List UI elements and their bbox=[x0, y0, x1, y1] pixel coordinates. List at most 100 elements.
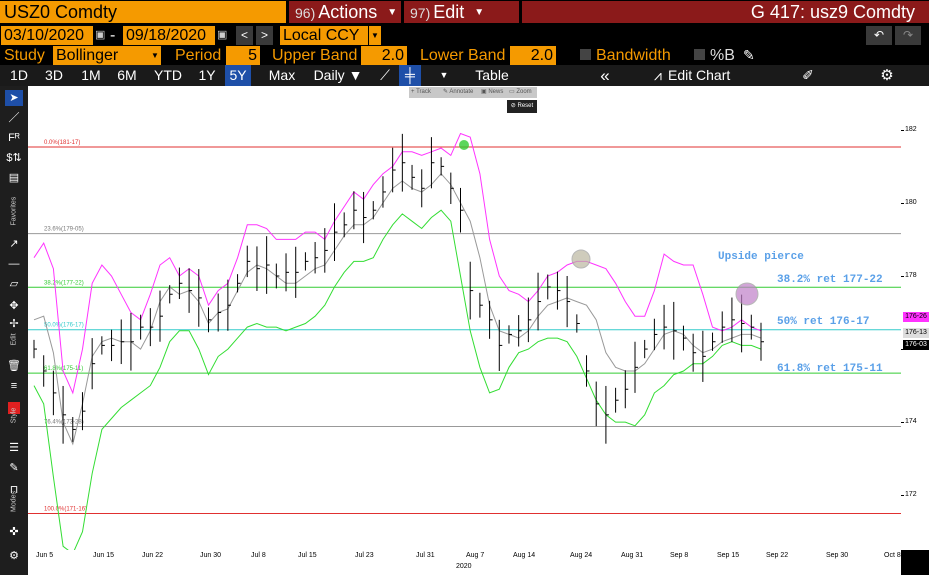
line-tool-icon[interactable]: ／ bbox=[8, 112, 20, 124]
zoom-tool[interactable]: ▭ Zoom bbox=[509, 89, 532, 95]
study-label: Study bbox=[4, 47, 45, 64]
x-tick-label: Sep 22 bbox=[766, 552, 789, 559]
collapse-icon[interactable]: « bbox=[600, 66, 610, 85]
lower-band-label: Lower Band bbox=[420, 47, 506, 64]
settings-gear-icon[interactable]: ⚙ bbox=[880, 67, 894, 84]
calendar-icon[interactable]: ▣ bbox=[217, 29, 228, 41]
news-tool[interactable]: ▣ News bbox=[481, 89, 504, 95]
line-chart-icon[interactable]: ⟋ bbox=[380, 67, 390, 83]
range-button-1y[interactable]: 1Y bbox=[198, 67, 216, 83]
track-tool[interactable]: + Track bbox=[411, 89, 431, 95]
bandwidth-checkbox[interactable] bbox=[580, 49, 591, 60]
series-line-lower-band bbox=[33, 209, 762, 550]
style-label: Style bbox=[10, 407, 18, 424]
magnet-icon[interactable]: ⊓ bbox=[9, 484, 19, 496]
range-button-ytd[interactable]: YTD bbox=[154, 67, 182, 83]
bar-chart-icon[interactable]: ╪ bbox=[399, 65, 421, 86]
actions-menu[interactable]: 96) Actions ▼ bbox=[289, 1, 401, 23]
range-button-1d[interactable]: 1D bbox=[10, 67, 28, 83]
cross-icon[interactable]: ✢ bbox=[9, 318, 19, 330]
x-tick-label: Jun 5 bbox=[36, 552, 54, 559]
edit-chart-button[interactable]: Edit Chart bbox=[668, 67, 731, 83]
move-icon[interactable]: ✥ bbox=[9, 300, 19, 312]
annotate-tool[interactable]: ✎ Annotate bbox=[443, 89, 474, 95]
pointer-icon[interactable]: ➤ bbox=[5, 90, 23, 106]
chevron-down-icon[interactable]: ▼ bbox=[369, 26, 381, 45]
chevron-down-icon: ▼ bbox=[387, 7, 398, 19]
edit-label: Edit bbox=[433, 2, 465, 22]
y-tick-label: 172 bbox=[905, 491, 917, 499]
study-select[interactable]: Bollinger bbox=[53, 46, 149, 65]
ray-icon[interactable]: ↗ bbox=[9, 238, 19, 250]
reset-button[interactable]: ⊘ Reset bbox=[507, 100, 537, 113]
line-style-icon[interactable]: ≡ bbox=[10, 380, 18, 392]
channel-icon[interactable]: ▱ bbox=[9, 278, 19, 290]
next-period-button[interactable]: > bbox=[256, 26, 273, 45]
chart-tools-strip: + Track ✎ Annotate ▣ News ▭ Zoom bbox=[409, 87, 537, 98]
pattern-icon[interactable]: ▤ bbox=[8, 172, 20, 184]
modes-label: Modes bbox=[10, 491, 18, 513]
pencil-icon[interactable]: ✎ bbox=[743, 47, 755, 63]
brush-icon[interactable]: ✎ bbox=[9, 462, 19, 474]
upper-band-input[interactable]: 2.0 bbox=[361, 46, 407, 65]
undo-icon[interactable]: ↶ bbox=[866, 26, 892, 45]
x-tick-label: Aug 24 bbox=[570, 552, 593, 559]
chevron-down-icon[interactable]: ▼ bbox=[149, 46, 161, 65]
fib-label: 76.4%(173-28) bbox=[44, 420, 84, 426]
x-tick-label: Jul 15 bbox=[298, 552, 317, 559]
y-tick-label: 182 bbox=[905, 125, 917, 133]
y-tick-label: 174 bbox=[905, 418, 917, 426]
x-tick-label: Jun 15 bbox=[93, 552, 115, 559]
edit-chart-icon: ⩘ bbox=[654, 67, 662, 83]
range-button-max[interactable]: Max bbox=[268, 67, 296, 83]
fib-label: 0.0%(181-17) bbox=[44, 140, 80, 146]
x-tick-label: Aug 31 bbox=[621, 552, 644, 559]
fib-tool-icon[interactable]: Fᴿ bbox=[8, 132, 20, 144]
range-button-5y[interactable]: 5Y bbox=[225, 65, 251, 86]
ticker-field[interactable]: USZ0 Comdty bbox=[0, 1, 286, 23]
settings-gear-icon[interactable]: ⚙ bbox=[9, 550, 19, 562]
x-tick-label: Sep 8 bbox=[670, 552, 689, 559]
range-button-1m[interactable]: 1M bbox=[81, 67, 101, 83]
actions-num: 96) bbox=[295, 5, 316, 21]
start-date-field[interactable]: 03/10/2020 bbox=[1, 26, 93, 45]
end-date-field[interactable]: 09/18/2020 bbox=[123, 26, 215, 45]
crosshair-icon[interactable]: ✜ bbox=[9, 526, 19, 538]
last-value-tag: 176-26 bbox=[903, 312, 929, 322]
y-tick-label: 178 bbox=[905, 271, 917, 279]
lower-band-input[interactable]: 2.0 bbox=[510, 46, 556, 65]
last-value-tag: 176-03 bbox=[903, 340, 929, 350]
table-button[interactable]: Table bbox=[475, 67, 509, 83]
annotation-text: 61.8% ret 175-11 bbox=[777, 363, 883, 375]
redo-icon[interactable]: ↷ bbox=[895, 26, 921, 45]
actions-label: Actions bbox=[318, 2, 378, 22]
range-button-6m[interactable]: 6M bbox=[117, 67, 137, 83]
currency-select[interactable]: Local CCY bbox=[280, 26, 368, 45]
series-line-middle-band bbox=[33, 172, 762, 446]
thickness-icon[interactable]: ☰ bbox=[9, 442, 19, 454]
trash-icon[interactable]: 🗑 bbox=[7, 360, 21, 372]
x-tick-label: Jun 22 bbox=[142, 552, 164, 559]
range-button-3d[interactable]: 3D bbox=[45, 67, 63, 83]
annotate-icon[interactable]: ✐ bbox=[802, 67, 814, 83]
color-swatch[interactable] bbox=[8, 402, 20, 414]
x-tick-label: Sep 15 bbox=[717, 552, 740, 559]
y-tick bbox=[901, 422, 904, 424]
chart-area[interactable] bbox=[28, 86, 901, 550]
upper-band-label: Upper Band bbox=[272, 47, 358, 64]
pctb-checkbox[interactable] bbox=[694, 49, 705, 60]
y-tick bbox=[901, 129, 904, 131]
y-tick-label: 180 bbox=[905, 198, 917, 206]
drawing-tools-sidebar bbox=[0, 86, 28, 575]
fib-ext-icon[interactable]: $⇅ bbox=[6, 152, 22, 164]
edit-menu[interactable]: 97) Edit ▼ bbox=[404, 1, 519, 23]
hline-icon[interactable]: — bbox=[8, 258, 20, 270]
calendar-icon[interactable]: ▣ bbox=[95, 29, 106, 41]
prev-period-button[interactable]: < bbox=[236, 26, 253, 45]
x-tick-label: Sep 30 bbox=[826, 552, 849, 559]
page-title: G 417: usz9 Comdty bbox=[522, 1, 929, 23]
period-input[interactable]: 5 bbox=[226, 46, 260, 65]
frequency-select[interactable]: Daily ▼ bbox=[313, 67, 363, 83]
chart-type-dropdown[interactable]: ▼ bbox=[439, 70, 449, 80]
fib-label: 61.8%(175-11) bbox=[44, 366, 83, 372]
